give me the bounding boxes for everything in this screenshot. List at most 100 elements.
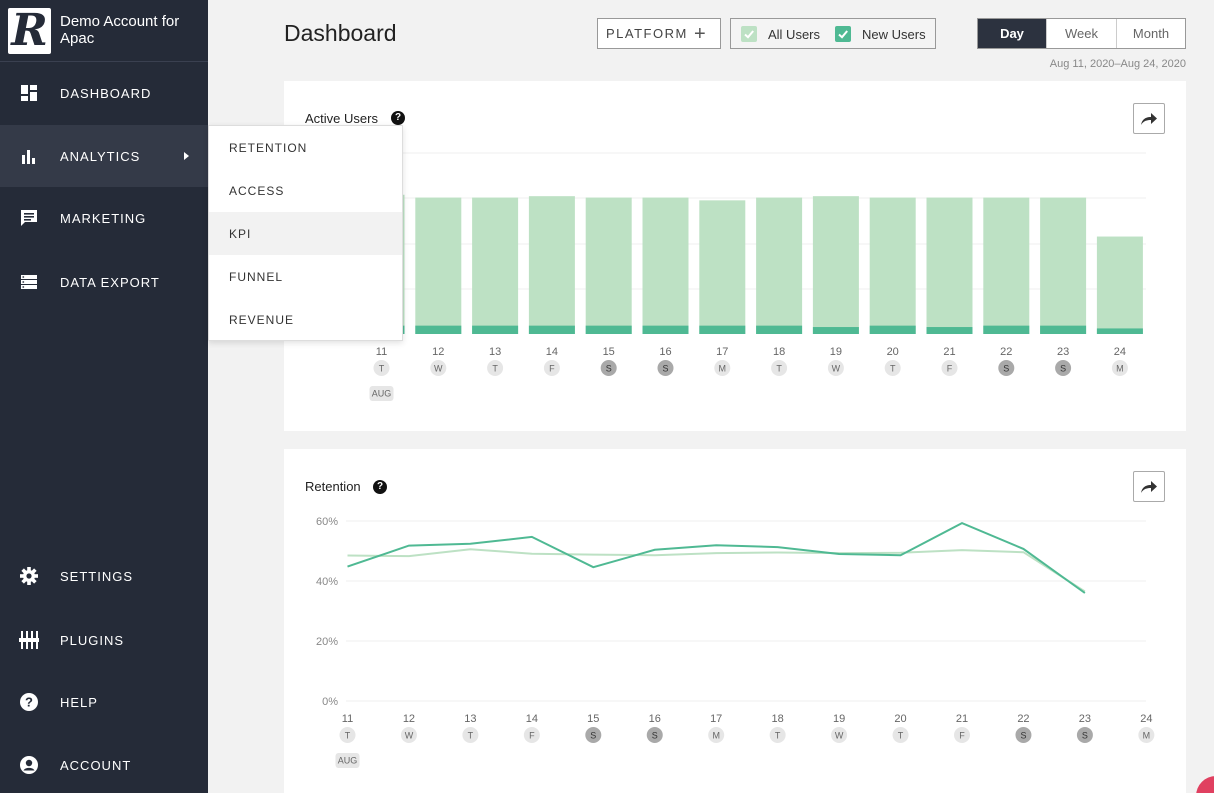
bar-new-users [869,325,916,334]
x-tick-label: 19 [833,713,845,725]
sidebar-item-label: ACCOUNT [60,757,132,773]
weekday-label: S [1020,731,1026,741]
weekday-pill [1111,360,1128,376]
weekday-label: S [590,731,596,741]
weekday-label: T [776,364,782,374]
weekday-label: T [345,731,351,741]
sidebar-item-dashboard[interactable]: DASHBOARD [0,62,208,124]
x-tick-label: 21 [956,713,968,725]
weekday-pill [954,727,970,743]
share-button[interactable] [1133,471,1165,502]
bar-all-users [756,197,803,334]
bar-all-users [926,197,973,334]
analytics-submenu: RETENTION ACCESS KPI FUNNEL REVENUE [208,125,403,341]
weekday-pill [892,727,909,743]
sidebar-item-settings[interactable]: SETTINGS [0,545,208,607]
x-tick-label: 17 [710,713,722,725]
sidebar-item-help[interactable]: ? HELP [0,671,208,733]
x-tick-label: 22 [1017,713,1029,725]
weekday-label: M [712,731,720,741]
weekday-label: F [529,731,535,741]
sidebar-item-label: DATA EXPORT [60,274,160,290]
bar-chart-icon [19,146,39,166]
range-month-button[interactable]: Month [1132,26,1170,41]
line-all-users [347,548,1086,593]
time-range-toggle: Day Week Month [977,18,1186,49]
sliders-icon [19,630,39,650]
range-week-button[interactable]: Week [1047,19,1117,48]
weekday-label: S [606,364,612,374]
weekday-label: M [719,364,727,374]
sidebar-item-account[interactable]: ACCOUNT [0,734,208,793]
notification-badge[interactable] [1196,776,1214,793]
line-new-users [347,521,1086,594]
weekday-pill [1138,727,1155,743]
bar-all-users [869,197,916,334]
account-name: Demo Account for Apac [60,13,180,47]
x-tick-label: 12 [403,713,415,725]
weekday-pill [708,727,725,743]
submenu-item-retention[interactable]: RETENTION [229,140,308,155]
sidebar-item-analytics[interactable]: ANALYTICS [0,125,208,187]
new-users-checkbox[interactable] [835,26,851,42]
date-range-label: Aug 11, 2020–Aug 24, 2020 [1049,58,1186,70]
x-tick-label: 14 [526,713,538,725]
bar-all-users [472,197,519,334]
share-arrow-icon [1141,112,1157,125]
bar-all-users [1096,236,1143,334]
x-tick-label: 15 [603,346,615,358]
message-icon [19,208,39,228]
month-pill [369,386,394,401]
submenu-item-access[interactable]: ACCESS [229,183,285,198]
range-day-button[interactable]: Day [978,19,1047,48]
submenu-item-kpi[interactable]: KPI [209,212,402,255]
active-users-card: 11 T 12 W 13 T 14 F 15 S 16 S 17 M 18 T 19 W 20 T 21 F 22 S 23 S 2… [284,81,1186,431]
weekday-pill [657,360,674,376]
weekday-pill [600,360,617,376]
x-tick-label: 22 [1000,346,1012,358]
x-tick-label: 24 [1140,713,1152,725]
all-users-label: All Users [768,27,821,42]
x-tick-label: 21 [943,346,955,358]
user-circle-icon [19,755,39,775]
platform-filter-button[interactable]: PLATFORM + [597,18,721,49]
x-tick-label: 14 [546,346,558,358]
sidebar-item-plugins[interactable]: PLUGINS [0,609,208,671]
x-tick-label: 20 [894,713,906,725]
bar-new-users [585,325,632,334]
x-tick-label: 24 [1114,346,1126,358]
weekday-label: M [1143,731,1151,741]
app-logo: R [8,8,51,54]
submenu-item-funnel[interactable]: FUNNEL [229,269,284,284]
new-users-label: New Users [862,27,926,42]
brand-header[interactable]: R Demo Account for Apac [0,0,208,62]
weekday-label: W [835,731,844,741]
sidebar-item-label: SETTINGS [60,568,134,584]
help-icon[interactable]: ? [391,111,405,125]
help-icon[interactable]: ? [373,480,387,494]
weekday-pill [543,360,560,376]
plus-icon: + [694,23,706,45]
weekday-label: F [959,731,965,741]
submenu-item-revenue[interactable]: REVENUE [229,312,295,327]
share-button[interactable] [1133,103,1165,134]
x-tick-label: 19 [830,346,842,358]
sidebar-item-label: PLUGINS [60,632,125,648]
weekday-pill [1015,727,1032,743]
weekday-label: S [1003,364,1009,374]
sidebar-item-data-export[interactable]: DATA EXPORT [0,251,208,313]
weekday-pill [487,360,504,376]
weekday-pill [339,727,356,743]
all-users-checkbox[interactable] [741,26,757,42]
weekday-pill [462,727,479,743]
weekday-label: T [468,731,474,741]
weekday-label: T [379,364,385,374]
active-users-chart: 11 T 12 W 13 T 14 F 15 S 16 S 17 M 18 T 19 W 20 T 21 F 22 S 23 S 2… [344,152,1146,401]
x-tick-label: 16 [659,346,671,358]
weekday-pill [400,727,417,743]
bar-all-users [983,197,1030,334]
y-tick-label: 60% [316,516,338,528]
sidebar-item-marketing[interactable]: MARKETING [0,187,208,249]
weekday-label: M [1116,364,1124,374]
x-tick-label: 15 [587,713,599,725]
